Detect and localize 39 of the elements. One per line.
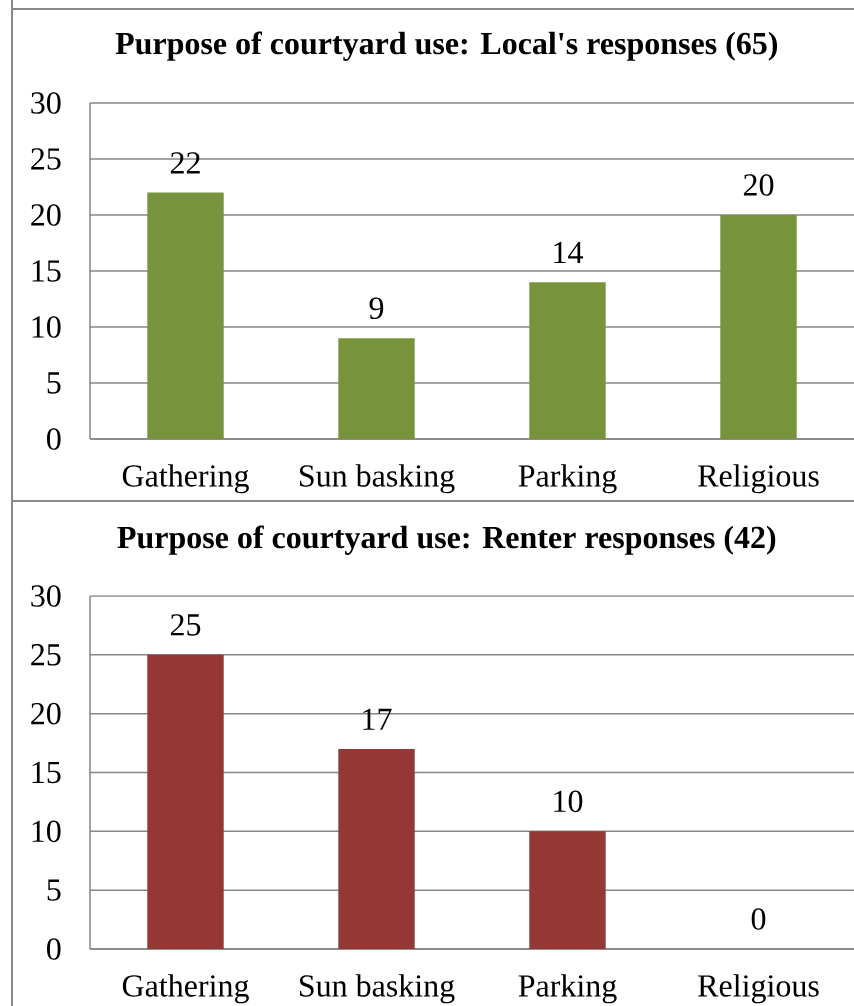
x-tick-label: Gathering	[122, 974, 249, 1004]
bar	[529, 282, 606, 439]
data-label: 22	[170, 152, 200, 174]
y-tick-label: 0	[47, 428, 61, 450]
y-tick-label: 20	[31, 204, 61, 226]
bar	[147, 192, 224, 439]
bar	[720, 214, 797, 439]
y-tick-label: 30	[31, 585, 61, 607]
x-tick-label: Religious	[698, 974, 819, 1004]
bar	[147, 654, 224, 949]
y-tick-label: 15	[32, 761, 61, 784]
y-tick-label: 10	[32, 316, 61, 338]
bar	[338, 338, 415, 439]
data-label: 14	[554, 241, 583, 263]
y-tick-label: 10	[32, 820, 61, 843]
y-tick-label: 20	[31, 702, 61, 725]
y-tick-label: 15	[32, 260, 61, 282]
x-tick-label: Parking	[518, 464, 617, 494]
data-label: 9	[369, 297, 384, 319]
x-tick-label: Parking	[518, 974, 617, 1004]
data-label: 17	[363, 708, 392, 730]
x-tick-label: Religious	[698, 464, 819, 494]
y-tick-label: 25	[31, 644, 61, 666]
chart-title: Purpose of courtyard use: Renter responses (42)	[117, 525, 776, 555]
x-tick-label: Sun basking	[299, 464, 455, 494]
data-label: 10	[554, 790, 583, 813]
y-tick-label: 5	[47, 372, 61, 394]
bar	[529, 831, 606, 949]
y-tick-label: 0	[47, 938, 61, 960]
data-label: 20	[743, 174, 774, 196]
y-tick-label: 25	[31, 148, 61, 170]
y-tick-label: 30	[31, 92, 61, 114]
chart-title: Purpose of courtyard use: Local's responses (65)	[115, 31, 778, 61]
data-label: 0	[751, 908, 766, 930]
x-tick-label: Sun basking	[299, 974, 455, 1004]
y-tick-label: 5	[47, 879, 61, 901]
bar	[338, 748, 415, 949]
x-tick-label: Gathering	[122, 464, 249, 494]
data-label: 25	[170, 614, 201, 636]
